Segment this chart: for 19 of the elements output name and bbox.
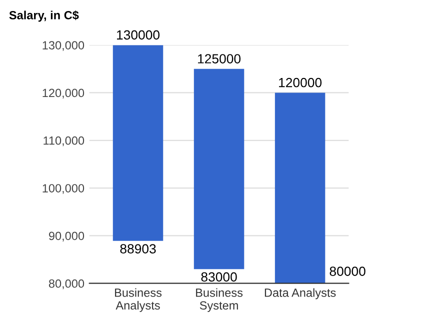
y-tick-label: 120,000 [42, 88, 84, 99]
y-tick-label: 90,000 [48, 232, 84, 242]
annotation: 80000 [330, 266, 366, 276]
chart-title: Salary, in C$ [9, 10, 79, 22]
y-tick-label: 130,000 [42, 41, 84, 51]
y-tick-label: 100,000 [42, 184, 84, 194]
annotation: 120000 [279, 78, 322, 88]
x-tick-label: Business System [196, 288, 243, 312]
annotation: 88903 [120, 244, 156, 254]
y-tick-label: 110,000 [44, 136, 84, 146]
bar [194, 68, 244, 270]
annotation: 83000 [201, 272, 237, 282]
y-tick-label: 80,000 [48, 279, 84, 290]
annotation: 130000 [117, 30, 160, 40]
bar [112, 45, 164, 241]
annotation: 125000 [198, 54, 241, 64]
bar [274, 92, 326, 284]
x-tick-label: Business Analysts [115, 288, 162, 312]
x-tick-label: Data Analysts [264, 288, 336, 300]
